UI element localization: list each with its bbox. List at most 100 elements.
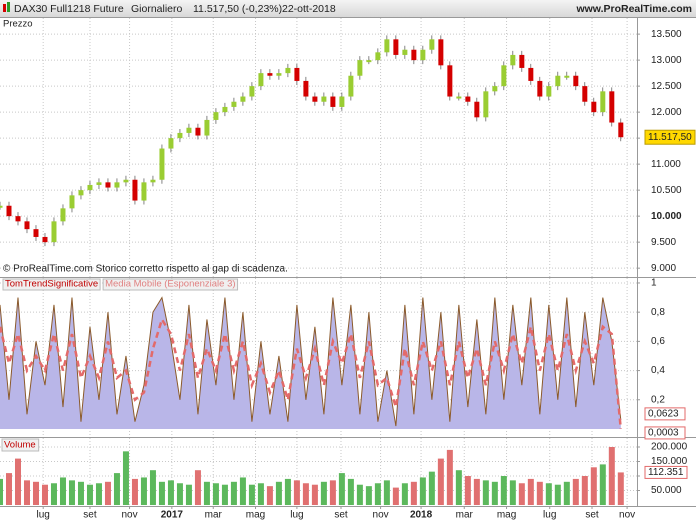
legend-box (2, 278, 101, 291)
volume-bar (554, 484, 561, 506)
y-tick-label: 13.000 (651, 55, 682, 66)
volume-bar (482, 480, 489, 506)
candle (321, 96, 327, 102)
candle (474, 101, 480, 118)
volume-bar (167, 480, 174, 506)
header-icon (3, 4, 6, 12)
candle (0, 205, 3, 208)
volume-bar (608, 446, 615, 506)
volume-bar (239, 477, 246, 506)
candle (339, 96, 345, 107)
candle (267, 73, 273, 76)
annotation: © ProRealTime.com Storico corretto rispe… (3, 264, 288, 275)
period: Giornaliero (131, 3, 183, 15)
candle (591, 101, 597, 113)
last-value-label: 0,0623 (648, 409, 679, 420)
panel-title: Volume (4, 440, 36, 451)
x-tick-label: lug (543, 510, 556, 521)
candle (375, 52, 381, 61)
candle (222, 106, 228, 113)
volume-bar (248, 484, 255, 506)
candle (132, 179, 138, 201)
candle (438, 39, 444, 66)
candle (258, 73, 264, 87)
volume-bar (428, 471, 435, 506)
x-tick-label: set (334, 510, 348, 521)
volume-bar (536, 481, 543, 506)
candle (15, 216, 21, 222)
candle (204, 119, 210, 136)
volume-bar (293, 480, 300, 506)
y-tick-label: 0,8 (651, 307, 665, 318)
candle (105, 182, 111, 188)
volume-bar (365, 486, 372, 506)
volume-bar (140, 477, 147, 506)
x-tick-label: lug (37, 510, 50, 521)
volume-bar (473, 478, 480, 506)
y-tick-label: 0,2 (651, 394, 665, 405)
y-tick-label: 10.000 (651, 211, 682, 222)
volume-bar (176, 483, 183, 506)
volume-bar (230, 481, 237, 506)
volume-bar (59, 477, 66, 506)
candle (483, 91, 489, 118)
x-tick-label: nov (373, 510, 389, 521)
panel (0, 18, 637, 277)
volume-bar (23, 480, 30, 506)
legend-label: Media Mobile (Esponenziale 3) (105, 279, 235, 290)
candle (609, 91, 615, 123)
panel (0, 438, 637, 506)
x-tick-label: 2018 (410, 510, 433, 521)
y-tick-label: 50.000 (651, 485, 682, 496)
candle (276, 73, 282, 76)
candle (501, 65, 507, 87)
candle (213, 112, 219, 120)
volume-bar (356, 484, 363, 506)
last-value-box (644, 465, 688, 479)
volume-bar (527, 478, 534, 506)
last-value-box (644, 407, 686, 421)
candle (87, 184, 93, 191)
candle (366, 60, 372, 63)
instrument: DAX30 Full1218 Future (14, 3, 124, 15)
y-tick-label: 150.000 (651, 456, 688, 467)
volume-bar (500, 476, 507, 506)
candle (42, 236, 48, 243)
candle (402, 49, 408, 55)
candle (168, 138, 174, 149)
volume-bar (383, 480, 390, 506)
volume-bar (221, 484, 228, 506)
volume-bar (617, 472, 624, 506)
volume-bar (212, 483, 219, 506)
candle (573, 75, 579, 87)
volume-bar (446, 449, 453, 506)
volume-bar (113, 473, 120, 506)
candle (249, 86, 255, 97)
x-tick-label: mar (205, 510, 223, 521)
candle (600, 91, 606, 113)
volume-bar (374, 483, 381, 506)
candle (6, 205, 12, 217)
candle (195, 127, 201, 136)
candle (582, 86, 588, 102)
volume-bar (0, 478, 3, 506)
x-tick-label: mar (456, 510, 474, 521)
legend-box (1, 438, 40, 452)
volume-bar (338, 473, 345, 506)
volume-bar (68, 480, 75, 506)
candle (177, 132, 183, 139)
candle (564, 75, 570, 78)
y-tick-label: 9.000 (651, 263, 676, 274)
candle (420, 49, 426, 61)
volume-bar (149, 470, 156, 506)
volume-bar (572, 478, 579, 506)
candle (33, 229, 39, 237)
volume-bar (392, 487, 399, 506)
candle (384, 39, 390, 53)
volume-bar (275, 481, 282, 506)
candle (186, 127, 192, 133)
candle (618, 122, 624, 138)
x-tick-label: nov (619, 510, 635, 521)
candle (456, 96, 462, 99)
candle (555, 75, 561, 87)
